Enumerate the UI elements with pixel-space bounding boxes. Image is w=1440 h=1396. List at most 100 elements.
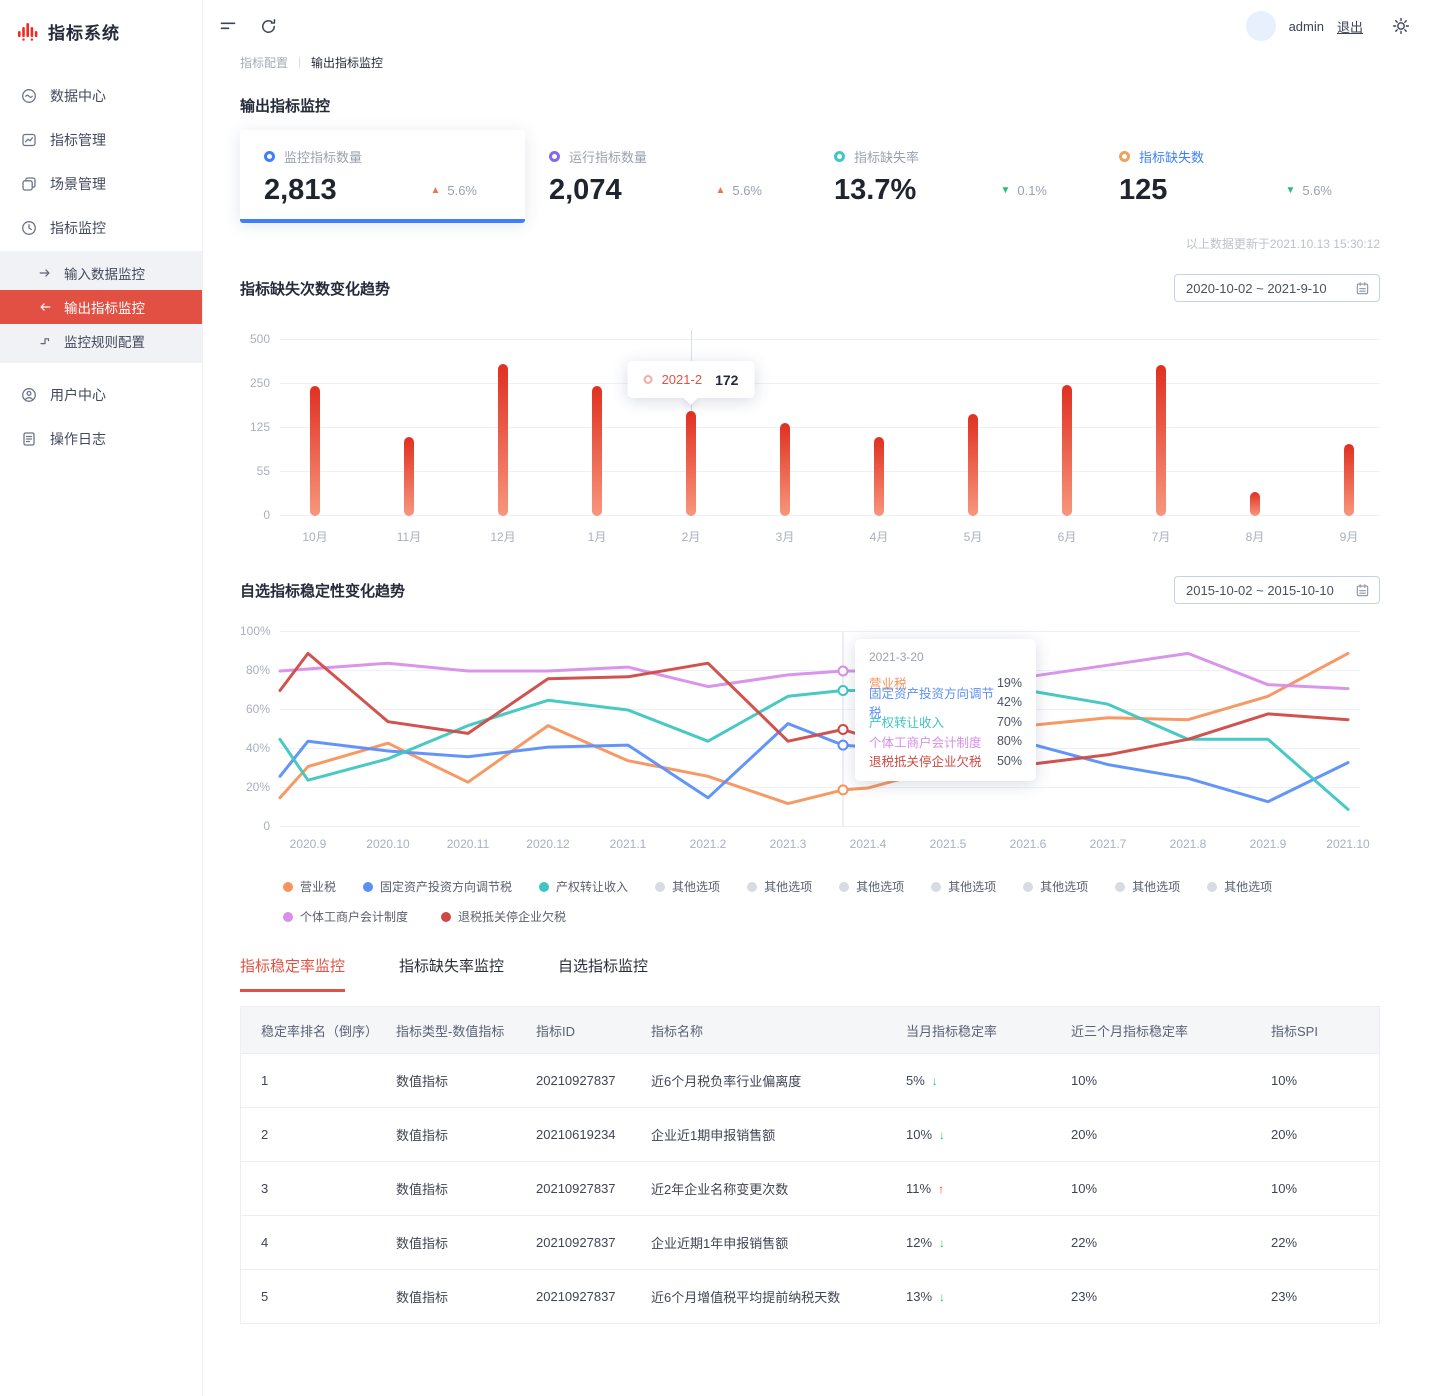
legend-item[interactable]: 其他选项 <box>1115 878 1180 895</box>
tab-missing-rate-monitor[interactable]: 指标缺失率监控 <box>399 955 504 992</box>
legend-item[interactable]: 其他选项 <box>1023 878 1088 895</box>
column-header: 指标名称 <box>631 1021 886 1040</box>
legend-item[interactable]: 固定资产投资方向调节税 <box>363 878 512 895</box>
breadcrumb-parent[interactable]: 指标配置 <box>240 54 288 71</box>
kpi-head: 监控指标数量 <box>264 147 525 166</box>
legend-item[interactable]: 产权转让收入 <box>539 878 628 895</box>
sidebar-item-output-metric-monitor[interactable]: 输出指标监控 <box>0 290 202 324</box>
table-cell: 20210619234 <box>516 1127 631 1142</box>
topbar: admin 退出 <box>203 0 1440 52</box>
y-axis-label: 55 <box>240 464 270 478</box>
table-cell: 23% <box>1251 1289 1379 1304</box>
tooltip-row: 退税抵关停企业欠税50% <box>869 751 1022 771</box>
table-cell: 1 <box>241 1073 376 1088</box>
table-cell: 10% <box>1051 1181 1251 1196</box>
collapse-menu-icon[interactable] <box>217 15 239 37</box>
x-axis-label: 2021.8 <box>1158 837 1218 851</box>
column-header: 当月指标稳定率 <box>886 1021 1051 1040</box>
tab-stability-rate-monitor[interactable]: 指标稳定率监控 <box>240 955 345 992</box>
series-value: 19% <box>997 676 1022 690</box>
kpi-value: 13.7% <box>834 174 916 207</box>
legend-item[interactable]: 其他选项 <box>747 878 812 895</box>
username: admin <box>1289 19 1324 34</box>
x-axis-label: 2021.5 <box>918 837 978 851</box>
arrow-up-icon: ↑ <box>938 1182 944 1196</box>
series-line <box>280 653 1348 764</box>
series-name: 产权转让收入 <box>869 712 944 731</box>
sidebar-item-data-center[interactable]: 数据中心 <box>0 74 202 118</box>
sidebar-item-scene-manage[interactable]: 场景管理 <box>0 162 202 206</box>
line-series-canvas <box>280 632 1360 827</box>
x-axis-label: 12月 <box>473 528 533 545</box>
sidebar-item-metric-monitor[interactable]: 指标监控 <box>0 206 202 250</box>
bar[interactable] <box>686 411 696 516</box>
table-header: 稳定率排名（倒序） 指标类型-数值指标 指标ID 指标名称 当月指标稳定率 近三… <box>241 1007 1379 1053</box>
y-axis-label: 60% <box>240 702 270 716</box>
line-date-range-input[interactable]: 2015-10-02 ~ 2015-10-10 <box>1174 576 1380 604</box>
kpi-label: 运行指标数量 <box>569 147 647 166</box>
bar[interactable] <box>1344 444 1354 516</box>
sidebar-item-user-center[interactable]: 用户中心 <box>0 373 202 417</box>
arrow-down-icon: ↓ <box>939 1128 945 1142</box>
kpi-card-running-count[interactable]: 运行指标数量 2,074 ▲ 5.6% <box>525 130 810 223</box>
delta-value: 5.6% <box>1302 183 1332 198</box>
legend-label: 产权转让收入 <box>556 878 628 895</box>
op-log-icon <box>21 431 37 447</box>
bar[interactable] <box>404 437 414 516</box>
refresh-icon[interactable] <box>257 15 279 37</box>
table-cell: 数值指标 <box>376 1233 516 1252</box>
table-cell: 近6个月增值税平均提前纳税天数 <box>631 1287 886 1306</box>
line-chart-title: 自选指标稳定性变化趋势 <box>240 580 405 601</box>
bar[interactable] <box>1062 385 1072 516</box>
legend-label: 其他选项 <box>1040 878 1088 895</box>
kpi-card-missing-count[interactable]: 指标缺失数 125 ▼ 5.6% <box>1095 130 1380 223</box>
tab-custom-metric-monitor[interactable]: 自选指标监控 <box>558 955 648 992</box>
legend-item[interactable]: 其他选项 <box>1207 878 1272 895</box>
bar-date-range-input[interactable]: 2020-10-02 ~ 2021-9-10 <box>1174 274 1380 302</box>
bar-tooltip: 2021-2 172 <box>628 361 755 398</box>
bar[interactable] <box>498 364 508 516</box>
kpi-delta: ▼ 0.1% <box>1000 183 1047 198</box>
table-cell: 20% <box>1251 1127 1379 1142</box>
ring-icon <box>1119 151 1130 162</box>
legend-item[interactable]: 其他选项 <box>839 878 904 895</box>
bar[interactable] <box>1250 492 1260 516</box>
bar[interactable] <box>592 386 602 516</box>
legend-item[interactable]: 个体工商户会计制度 <box>283 908 408 925</box>
legend-dot-icon <box>283 882 293 892</box>
bar[interactable] <box>968 414 978 516</box>
table-cell: 10% <box>1251 1181 1379 1196</box>
legend-item[interactable]: 其他选项 <box>931 878 996 895</box>
table-cell: 4 <box>241 1235 376 1250</box>
bar[interactable] <box>1156 365 1166 516</box>
bar[interactable] <box>310 386 320 516</box>
sidebar-item-metric-manage[interactable]: 指标管理 <box>0 118 202 162</box>
sidebar-item-monitor-rule-config[interactable]: 监控规则配置 <box>0 324 202 358</box>
logout-link[interactable]: 退出 <box>1337 17 1363 36</box>
legend-dot-icon <box>283 912 293 922</box>
kpi-card-missing-rate[interactable]: 指标缺失率 13.7% ▼ 0.1% <box>810 130 1095 223</box>
month-rate-value: 5% <box>906 1073 925 1088</box>
ring-icon <box>549 151 560 162</box>
kpi-body: 125 ▼ 5.6% <box>1119 174 1380 207</box>
bar[interactable] <box>780 423 790 516</box>
sidebar-item-input-data-monitor[interactable]: 输入数据监控 <box>0 256 202 290</box>
bar[interactable] <box>874 437 884 516</box>
legend-item[interactable]: 营业税 <box>283 878 336 895</box>
kpi-card-monitored-count[interactable]: 监控指标数量 2,813 ▲ 5.6% <box>240 130 525 223</box>
delta-value: 5.6% <box>447 183 477 198</box>
topbar-right: admin 退出 <box>1246 11 1412 41</box>
sidebar-subgroup-monitor: 输入数据监控 输出指标监控 监控规则配置 <box>0 251 202 363</box>
table-cell: 20210927837 <box>516 1235 631 1250</box>
column-header: 近三个月指标稳定率 <box>1051 1021 1251 1040</box>
column-header: 指标ID <box>516 1021 631 1040</box>
legend-item[interactable]: 其他选项 <box>655 878 720 895</box>
table-row: 1数值指标20210927837近6个月税负率行业偏离度5%↓10%10% <box>241 1053 1379 1107</box>
gear-icon[interactable] <box>1390 15 1412 37</box>
bar-plot-area <box>280 340 1380 516</box>
sidebar-item-op-log[interactable]: 操作日志 <box>0 417 202 461</box>
avatar[interactable] <box>1246 11 1276 41</box>
legend-item[interactable]: 退税抵关停企业欠税 <box>441 908 566 925</box>
legend-label: 其他选项 <box>672 878 720 895</box>
tooltip-row: 固定资产投资方向调节税42% <box>869 693 1022 713</box>
